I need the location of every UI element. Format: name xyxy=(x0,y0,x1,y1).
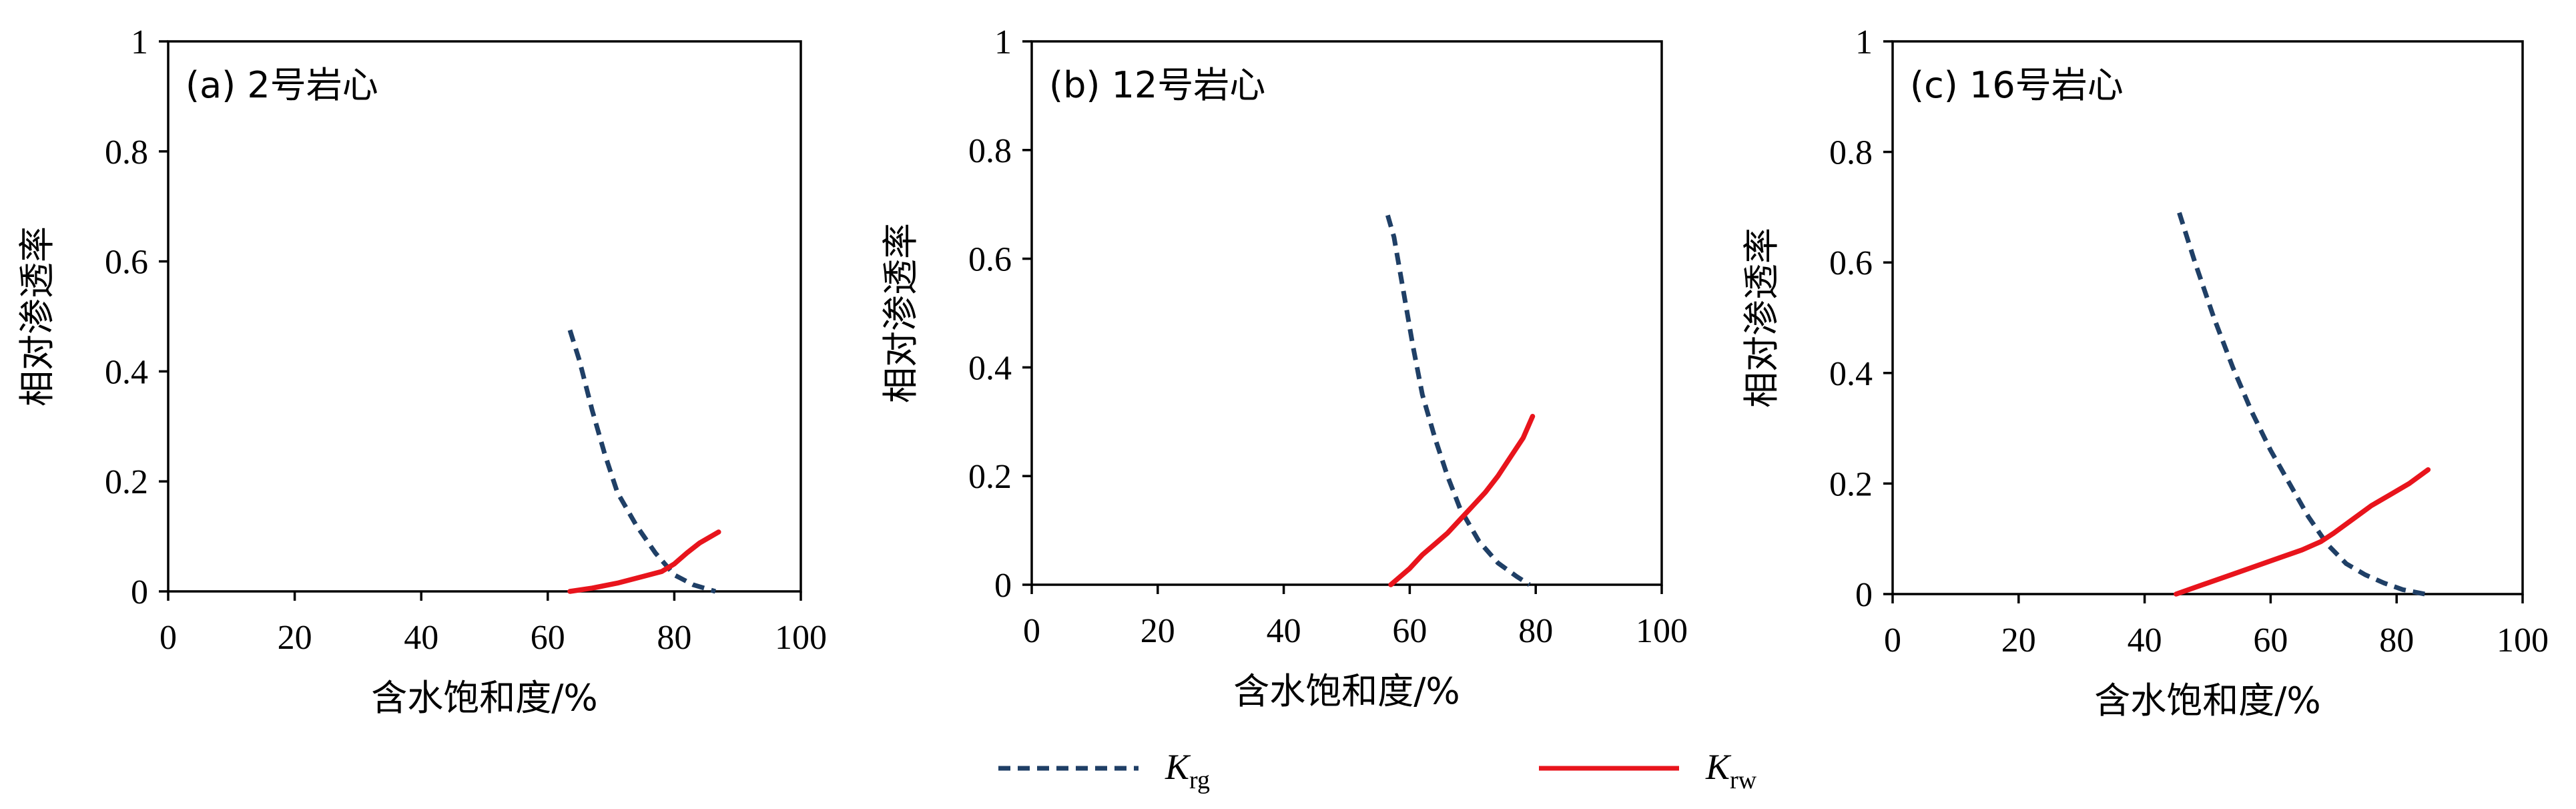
chart-panel-1: 0 20 40 60 80 100 0 0.2 0.4 0.6 0.8 1 含水饱和度/% 相对渗透率 (a… xyxy=(16,23,827,719)
x-axis-label: 含水饱和度/% xyxy=(2094,680,2321,722)
x-tick-label: 40 xyxy=(1267,612,1301,650)
x-tick-label: 20 xyxy=(278,619,312,657)
series-line-krg xyxy=(1385,214,1531,587)
series-line-krg xyxy=(567,329,717,594)
legend: Krg Krw xyxy=(998,747,1757,794)
x-tick-label: 100 xyxy=(775,619,827,657)
x-tick-label: 60 xyxy=(531,619,565,657)
y-axis-label: 相对渗透率 xyxy=(16,226,58,407)
y-tick-label: 0.6 xyxy=(1829,244,1873,282)
x-axis-label: 含水饱和度/% xyxy=(371,677,598,719)
y-tick-label: 0.2 xyxy=(968,458,1012,496)
y-tick-label: 0.8 xyxy=(105,133,148,172)
y-tick-label: 0.6 xyxy=(105,244,148,282)
x-tick-label: 0 xyxy=(159,619,177,657)
x-tick-label: 40 xyxy=(404,619,438,657)
panel-label: (b) 12号岩心 xyxy=(1049,64,1265,106)
legend-label-rg: Krg xyxy=(1165,747,1210,794)
legend-label-rw: Krw xyxy=(1705,747,1757,794)
y-tick-label: 1 xyxy=(994,23,1012,61)
y-tick-label: 0.2 xyxy=(1829,465,1873,503)
x-tick-label: 80 xyxy=(657,619,691,657)
plot-area-frame xyxy=(1030,40,1663,586)
plot-area-frame xyxy=(167,40,802,593)
plot-area-frame xyxy=(1891,40,2524,595)
series-line-krw xyxy=(2174,467,2431,597)
y-axis-label: 相对渗透率 xyxy=(880,223,922,403)
y-tick-label: 0.6 xyxy=(968,241,1012,279)
y-tick-label: 0 xyxy=(994,567,1012,605)
series-line-krw xyxy=(567,529,721,594)
x-tick-label: 100 xyxy=(1636,612,1688,650)
y-tick-label: 0.8 xyxy=(1829,134,1873,172)
x-tick-label: 60 xyxy=(1392,612,1427,650)
y-tick-label: 0.4 xyxy=(105,353,148,391)
x-tick-label: 60 xyxy=(2253,621,2288,659)
panel-label: (a) 2号岩心 xyxy=(186,64,378,106)
x-tick-label: 40 xyxy=(2128,621,2162,659)
y-axis-label: 相对渗透率 xyxy=(1740,228,1783,408)
y-tick-label: 0.4 xyxy=(1829,355,1873,393)
x-tick-label: 80 xyxy=(2379,621,2414,659)
x-tick-label: 0 xyxy=(1023,612,1040,650)
y-tick-label: 0.4 xyxy=(968,349,1012,387)
y-tick-label: 0 xyxy=(1855,576,1873,614)
x-tick-label: 20 xyxy=(1141,612,1175,650)
series-line-krw xyxy=(1388,413,1536,587)
chart-panel-2: 0 20 40 60 80 100 0 0.2 0.4 0.6 0.8 1 含水饱和度/% 相对渗透率 (b… xyxy=(880,23,1688,712)
x-tick-label: 0 xyxy=(1884,621,1901,659)
y-tick-label: 0.8 xyxy=(968,132,1012,170)
panel-label: (c) 16号岩心 xyxy=(1910,64,2124,106)
y-tick-label: 1 xyxy=(1855,23,1873,61)
y-tick-label: 0.2 xyxy=(105,463,148,501)
series-line-krg xyxy=(2177,212,2426,597)
x-tick-label: 20 xyxy=(2001,621,2036,659)
y-tick-label: 0 xyxy=(131,573,148,611)
y-tick-label: 1 xyxy=(131,23,148,61)
chart-panel-3: 0 20 40 60 80 100 0 0.2 0.4 0.6 0.8 1 含水饱和度/% 相对渗透率 (c… xyxy=(1740,23,2549,722)
x-tick-label: 80 xyxy=(1518,612,1553,650)
x-tick-label: 100 xyxy=(2497,621,2549,659)
x-axis-label: 含水饱和度/% xyxy=(1233,670,1460,712)
